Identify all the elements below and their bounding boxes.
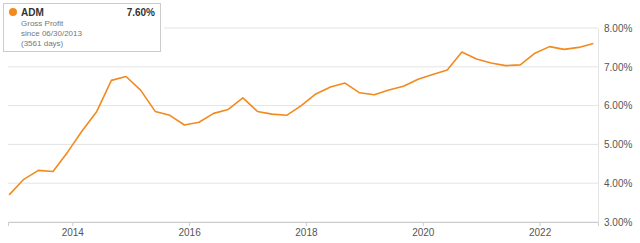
x-axis: 2014 2016 2018 2020 2022 xyxy=(9,222,599,238)
grid-line xyxy=(8,144,598,145)
legend-note: Gross Profit xyxy=(21,19,64,28)
x-tick-mark xyxy=(189,222,190,226)
y-axis: 3.00% 4.00% 5.00% 6.00% 7.00% 8.00% xyxy=(598,23,632,228)
x-tick-label: 2020 xyxy=(412,227,435,238)
y-tick-label: 5.00% xyxy=(604,139,632,150)
grid-line xyxy=(8,183,598,184)
y-tick-label: 6.00% xyxy=(604,100,632,111)
y-axis-line xyxy=(598,29,599,223)
y-tick: 6.00% xyxy=(598,100,632,111)
y-tick-label: 3.00% xyxy=(604,217,632,228)
x-tick: 2016 xyxy=(178,222,201,238)
grid-line xyxy=(164,28,598,29)
legend-note: (3561 days) xyxy=(21,39,64,48)
x-tick-mark xyxy=(306,222,307,226)
x-tick-label: 2018 xyxy=(295,227,318,238)
grid-line xyxy=(8,105,598,106)
y-tick-label: 4.00% xyxy=(604,178,632,189)
grid xyxy=(8,28,598,222)
y-tick: 4.00% xyxy=(598,178,632,189)
y-tick: 3.00% xyxy=(598,217,632,228)
y-tick-label: 7.00% xyxy=(604,62,632,73)
x-tick-mark xyxy=(72,222,73,226)
legend-label: ADM xyxy=(21,7,44,18)
x-tick: 2018 xyxy=(295,222,318,238)
x-tick: 2022 xyxy=(529,222,552,238)
y-tick: 5.00% xyxy=(598,139,632,150)
x-tick-label: 2022 xyxy=(529,227,552,238)
y-tick: 8.00% xyxy=(598,23,632,34)
legend-swatch xyxy=(9,8,17,16)
y-tick: 7.00% xyxy=(598,62,632,73)
plot-area xyxy=(9,44,593,195)
legend-note: since 06/30/2013 xyxy=(21,29,82,38)
legend-box xyxy=(4,4,161,52)
x-tick-label: 2016 xyxy=(178,227,201,238)
y-tick-label: 8.00% xyxy=(604,23,632,34)
x-tick: 2020 xyxy=(412,222,435,238)
grid-line xyxy=(8,66,598,67)
x-tick: 2014 xyxy=(62,222,85,238)
chart: 2014 2016 2018 2020 2022 3.00% 4.00% 5.00% 6.00%… xyxy=(0,0,640,243)
x-tick-label: 2014 xyxy=(62,227,85,238)
x-tick-mark xyxy=(423,222,424,226)
line-series xyxy=(9,44,593,195)
legend: ADM 7.60% Gross Profitsince 06/30/2013(356… xyxy=(4,4,161,52)
x-tick-mark xyxy=(540,222,541,226)
x-axis-line xyxy=(9,223,599,227)
legend-value: 7.60% xyxy=(127,7,155,18)
